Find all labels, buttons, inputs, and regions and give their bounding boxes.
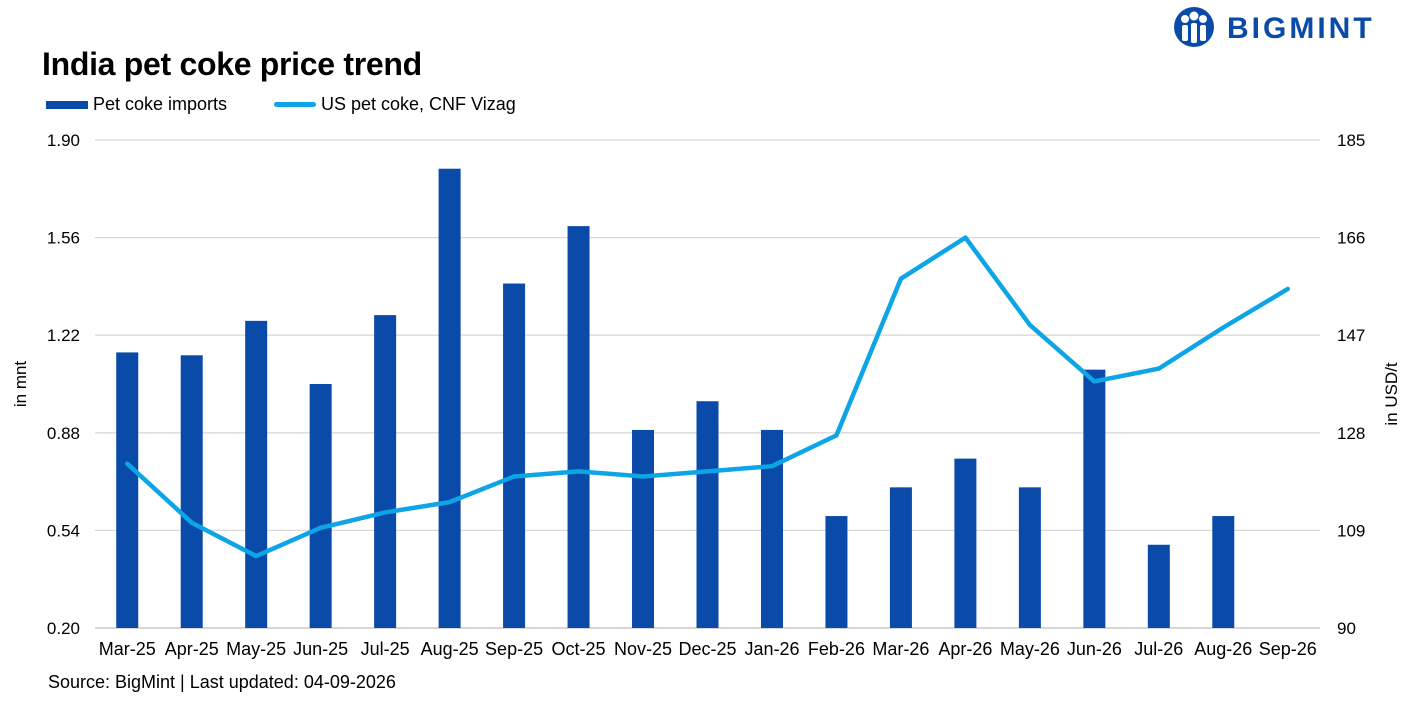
right-axis-ticks: 90 109 128 147 166 185 bbox=[1337, 131, 1365, 638]
bar bbox=[116, 352, 139, 628]
bar-series bbox=[116, 168, 1235, 629]
logo-text: BIGMINT bbox=[1227, 12, 1375, 45]
left-tick-label: 1.22 bbox=[47, 326, 80, 345]
x-tick-label: Mar-26 bbox=[872, 639, 929, 659]
legend-label-imports: Pet coke imports bbox=[93, 94, 228, 114]
bar bbox=[825, 516, 848, 628]
legend-swatch-line bbox=[274, 102, 316, 107]
bar bbox=[1212, 516, 1235, 628]
x-tick-label: Jun-25 bbox=[293, 639, 348, 659]
legend-item-imports: Pet coke imports bbox=[46, 94, 227, 115]
bar bbox=[374, 315, 397, 628]
left-tick-label: 0.88 bbox=[47, 424, 80, 443]
right-axis-label: in USD/t bbox=[1382, 362, 1401, 426]
source-note: Source: BigMint | Last updated: 04-09-20… bbox=[48, 672, 396, 692]
bar bbox=[1147, 544, 1170, 628]
right-tick-label: 128 bbox=[1337, 424, 1365, 443]
left-tick-label: 0.54 bbox=[47, 521, 80, 540]
x-tick-label: Mar-25 bbox=[99, 639, 156, 659]
bar bbox=[889, 487, 912, 628]
x-tick-label: Sep-25 bbox=[485, 639, 543, 659]
x-tick-label: Apr-25 bbox=[165, 639, 219, 659]
bar bbox=[180, 355, 203, 628]
bar bbox=[760, 429, 783, 628]
x-tick-label: Jul-26 bbox=[1134, 639, 1183, 659]
x-tick-label: Sep-26 bbox=[1259, 639, 1317, 659]
right-tick-label: 147 bbox=[1337, 326, 1365, 345]
right-tick-label: 185 bbox=[1337, 131, 1365, 150]
left-axis-label: in mnt bbox=[11, 361, 30, 408]
left-tick-label: 1.90 bbox=[47, 131, 80, 150]
x-tick-label: Oct-25 bbox=[552, 639, 606, 659]
bar bbox=[438, 168, 461, 629]
x-tick-label: Apr-26 bbox=[938, 639, 992, 659]
x-tick-label: Aug-26 bbox=[1194, 639, 1252, 659]
bar bbox=[1018, 487, 1041, 628]
legend-swatch-bar bbox=[46, 100, 88, 109]
x-axis-ticks: Mar-25 Apr-25 May-25 Jun-25 Jul-25 Aug-25 Sep-… bbox=[99, 639, 1317, 659]
legend-item-price: US pet coke, CNF Vizag bbox=[274, 94, 516, 115]
price-line bbox=[124, 235, 1291, 559]
x-tick-label: May-26 bbox=[1000, 639, 1060, 659]
bigmint-logo: BIGMINT bbox=[1172, 4, 1402, 50]
x-tick-label: Feb-26 bbox=[808, 639, 865, 659]
x-tick-label: May-25 bbox=[226, 639, 286, 659]
bar bbox=[567, 226, 590, 628]
left-tick-label: 1.56 bbox=[47, 229, 80, 248]
x-tick-label: Jan-26 bbox=[744, 639, 799, 659]
right-tick-label: 90 bbox=[1337, 619, 1356, 638]
x-tick-label: Jul-25 bbox=[361, 639, 410, 659]
logo-people-icon bbox=[1174, 7, 1214, 47]
left-tick-label: 0.20 bbox=[47, 619, 80, 638]
x-tick-label: Dec-25 bbox=[678, 639, 736, 659]
chart-title: India pet coke price trend bbox=[42, 46, 422, 82]
right-tick-label: 166 bbox=[1337, 229, 1365, 248]
x-tick-label: Jun-26 bbox=[1067, 639, 1122, 659]
x-tick-label: Nov-25 bbox=[614, 639, 672, 659]
right-tick-label: 109 bbox=[1337, 521, 1365, 540]
bar bbox=[954, 458, 977, 628]
legend-label-price: US pet coke, CNF Vizag bbox=[321, 94, 516, 114]
bar bbox=[632, 429, 655, 628]
bar bbox=[503, 283, 526, 628]
x-tick-label: Aug-25 bbox=[421, 639, 479, 659]
bar bbox=[696, 401, 719, 628]
bar bbox=[309, 384, 332, 628]
left-axis-ticks: 0.20 0.54 0.88 1.22 1.56 1.90 bbox=[47, 131, 80, 638]
line-series bbox=[124, 235, 1291, 559]
bar bbox=[245, 320, 268, 628]
bar bbox=[1083, 369, 1106, 628]
